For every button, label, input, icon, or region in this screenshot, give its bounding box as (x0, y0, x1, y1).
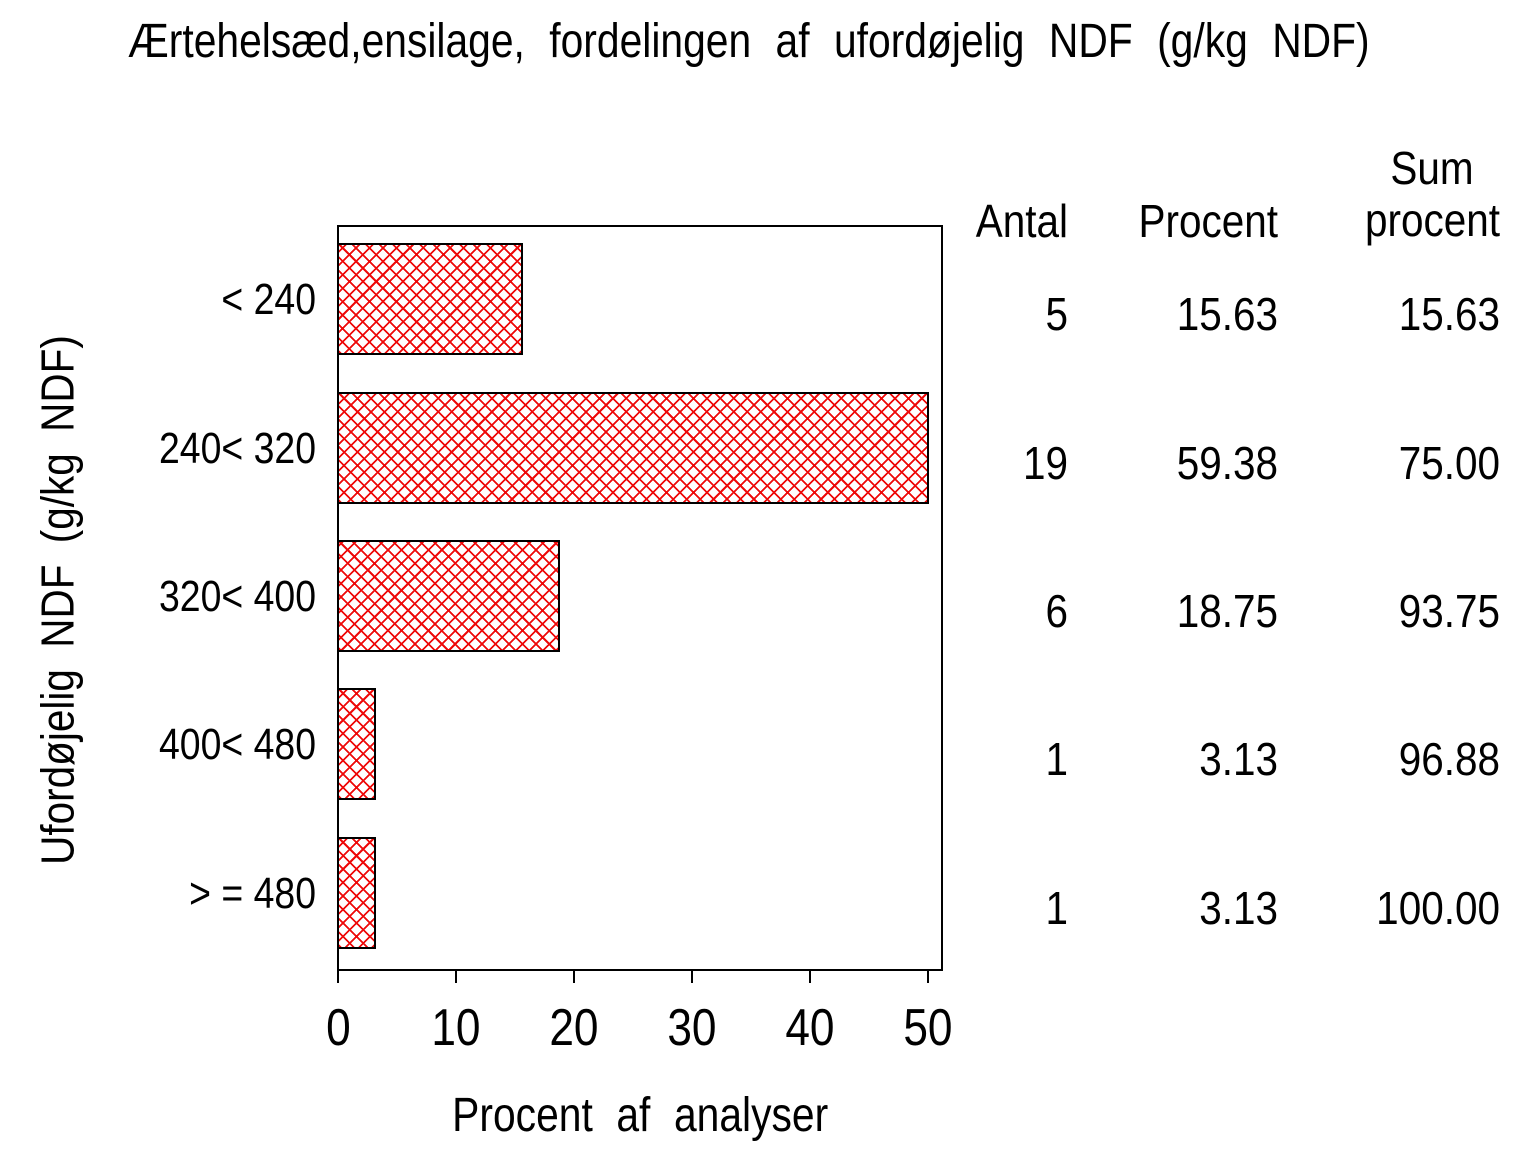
table-cell-antal: 6 (1045, 585, 1068, 637)
table-cell-procent: 15.63 (1176, 288, 1278, 341)
table-cell-procent: 59.38 (1176, 436, 1278, 489)
table-cell-sum_procent: 100.00 (1376, 881, 1500, 934)
x-axis-title-text: Procent af analyser (451, 1089, 828, 1142)
category-label: 240< 320 (158, 423, 316, 473)
x-axis-tick-label: 30 (667, 999, 717, 1057)
table-cell-procent: 3.13 (1199, 733, 1278, 786)
x-axis-tick (573, 969, 575, 983)
bar-240<320 (337, 391, 929, 504)
x-axis-tick-label: 10 (431, 999, 481, 1057)
x-axis-tick-label: 50 (903, 999, 953, 1057)
table-cell-procent: 18.75 (1176, 585, 1278, 637)
plot-frame (337, 225, 943, 971)
category-label: > = 480 (189, 868, 316, 918)
x-axis-tick (337, 969, 339, 983)
table-cell-antal: 1 (1045, 881, 1068, 934)
table-header-sum-line2: procent (1364, 194, 1500, 246)
table-cell-antal: 19 (1022, 436, 1068, 489)
bar->=480 (337, 836, 376, 949)
category-label: 400< 480 (158, 720, 316, 770)
x-axis-tick (809, 969, 811, 983)
table-header-antal: Antal (975, 195, 1068, 247)
x-axis-title: Procent af analyser (337, 1089, 943, 1143)
table-cell-antal: 5 (1045, 288, 1068, 341)
category-label: 320< 400 (158, 572, 316, 621)
table-cell-sum_procent: 93.75 (1398, 585, 1500, 637)
table-header-procent: Procent (1138, 195, 1278, 247)
table-header-sum-line1: Sum (1390, 142, 1474, 194)
category-label: < 240 (221, 275, 316, 325)
chart-title: Ærtehelsæd,ensilage, fordelingen af ufor… (128, 15, 1370, 68)
bar-<240 (337, 243, 524, 356)
x-axis-tick (691, 969, 693, 983)
table-cell-sum_procent: 15.63 (1398, 288, 1500, 341)
x-axis-tick-label: 20 (549, 999, 599, 1057)
table-header-sum-procent: Sum procent (1312, 142, 1500, 246)
bar-400<480 (337, 688, 376, 801)
x-axis-tick-label: 40 (785, 999, 835, 1057)
x-axis-tick (455, 969, 457, 983)
table-cell-sum_procent: 96.88 (1398, 733, 1500, 786)
bar-320<400 (337, 540, 561, 652)
table-cell-antal: 1 (1045, 733, 1068, 786)
table-cell-sum_procent: 75.00 (1398, 436, 1500, 489)
x-axis-tick (927, 969, 929, 983)
x-axis-tick-label: 0 (325, 999, 351, 1057)
table-cell-procent: 3.13 (1199, 881, 1278, 934)
